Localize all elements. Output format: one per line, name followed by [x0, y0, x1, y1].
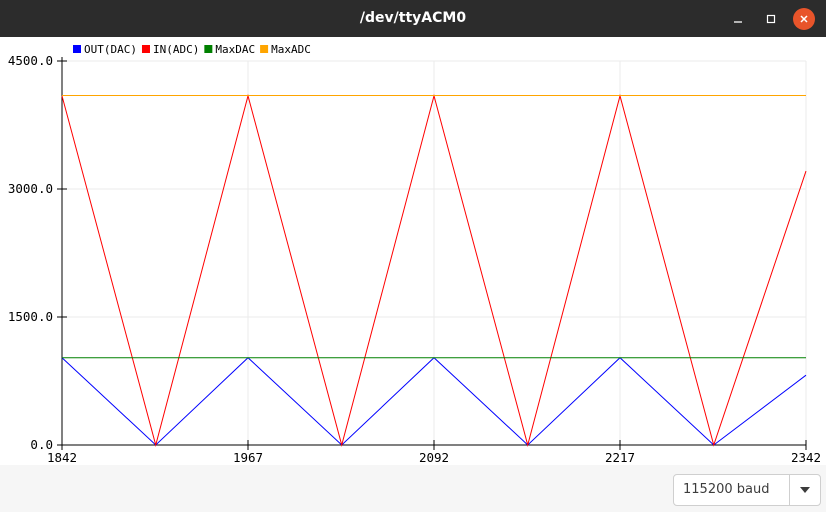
- baud-rate-select[interactable]: 115200 baud: [673, 474, 821, 506]
- y-tick-label: 1500.0: [8, 309, 53, 324]
- close-icon: [800, 15, 808, 23]
- maximize-icon: [766, 14, 776, 24]
- x-tick-label: 2342: [791, 450, 821, 465]
- x-tick-label: 1967: [233, 450, 263, 465]
- baud-rate-value: 115200 baud: [683, 482, 770, 497]
- minimize-icon: [734, 21, 742, 23]
- bottom-toolbar: 115200 baud: [0, 465, 826, 512]
- minimize-button[interactable]: [727, 8, 749, 30]
- window-title: /dev/ttyACM0: [359, 10, 467, 26]
- x-tick-label: 1842: [47, 450, 77, 465]
- legend-swatch: [73, 45, 81, 53]
- x-tick-label: 2217: [605, 450, 635, 465]
- legend-swatch: [141, 45, 150, 53]
- maximize-button[interactable]: [760, 8, 782, 30]
- legend-label: MaxADC: [271, 43, 311, 56]
- legend-label: OUT(DAC): [84, 43, 137, 56]
- legend-swatch: [260, 45, 269, 53]
- close-button[interactable]: [793, 8, 815, 30]
- x-tick-label: 2092: [419, 450, 449, 465]
- y-tick-label: 0.0: [30, 437, 53, 452]
- plot-canvas: 0.0 1500.0 3000.0 4500.0 1842 1967 2092 2217 234…: [8, 43, 821, 465]
- title-bar: /dev/ttyACM0: [0, 0, 826, 37]
- dropdown-arrow-icon[interactable]: [790, 475, 820, 505]
- y-tick-label: 4500.0: [8, 53, 53, 68]
- dropdown-separator: [789, 475, 790, 505]
- legend-label: IN(ADC): [153, 43, 199, 56]
- y-tick-label: 3000.0: [8, 181, 53, 196]
- legend-swatch: [204, 45, 213, 53]
- legend-label: MaxDAC: [215, 43, 255, 56]
- serial-plotter-chart: 0.0 1500.0 3000.0 4500.0 1842 1967 2092 2217 234…: [0, 37, 826, 465]
